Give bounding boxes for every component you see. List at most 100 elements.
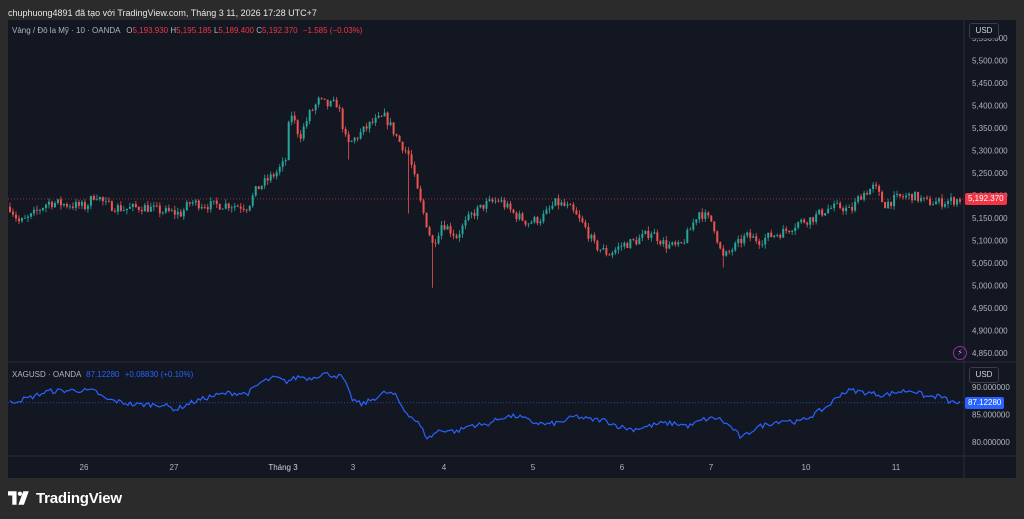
- candle-body[interactable]: [155, 205, 158, 207]
- candle-body[interactable]: [71, 206, 74, 208]
- candle-body[interactable]: [305, 121, 308, 127]
- candle-body[interactable]: [32, 209, 35, 214]
- candle-body[interactable]: [206, 207, 209, 210]
- candle-body[interactable]: [461, 225, 464, 235]
- candle-body[interactable]: [665, 240, 668, 249]
- candle-body[interactable]: [479, 204, 482, 208]
- candle-body[interactable]: [95, 199, 98, 200]
- candle-body[interactable]: [425, 212, 428, 228]
- candle-body[interactable]: [647, 230, 650, 238]
- candle-body[interactable]: [440, 225, 443, 236]
- candle-body[interactable]: [107, 200, 110, 202]
- candle-body[interactable]: [548, 208, 551, 210]
- candle-body[interactable]: [776, 235, 779, 236]
- candle-body[interactable]: [893, 195, 896, 207]
- candle-body[interactable]: [449, 226, 452, 234]
- candle-body[interactable]: [698, 212, 701, 220]
- candle-body[interactable]: [701, 212, 704, 219]
- candle-body[interactable]: [602, 247, 605, 250]
- candle-body[interactable]: [38, 210, 41, 211]
- time-axis-tick[interactable]: 6: [620, 463, 625, 472]
- candle-body[interactable]: [641, 233, 644, 238]
- candle-body[interactable]: [53, 202, 56, 208]
- candle-body[interactable]: [311, 110, 314, 111]
- candle-body[interactable]: [386, 112, 389, 126]
- candle-body[interactable]: [77, 201, 80, 206]
- candle-body[interactable]: [9, 206, 11, 212]
- candle-body[interactable]: [398, 135, 401, 142]
- candle-body[interactable]: [272, 174, 275, 177]
- price-axis-tick[interactable]: 5,400.000: [972, 102, 1008, 111]
- candle-body[interactable]: [488, 199, 491, 201]
- candle-body[interactable]: [950, 197, 953, 201]
- candle-body[interactable]: [35, 209, 38, 211]
- candle-body[interactable]: [170, 210, 173, 211]
- candle-body[interactable]: [731, 250, 734, 252]
- candle-body[interactable]: [902, 196, 905, 198]
- candle-body[interactable]: [212, 200, 215, 202]
- candle-body[interactable]: [890, 201, 893, 207]
- candle-body[interactable]: [245, 209, 248, 211]
- candle-body[interactable]: [800, 219, 803, 223]
- candle-body[interactable]: [845, 207, 848, 212]
- candle-body[interactable]: [935, 201, 938, 205]
- candle-body[interactable]: [539, 221, 542, 224]
- candle-body[interactable]: [872, 184, 875, 189]
- candle-body[interactable]: [635, 240, 638, 245]
- candle-body[interactable]: [632, 239, 635, 241]
- candle-body[interactable]: [308, 110, 311, 122]
- candle-body[interactable]: [50, 201, 53, 208]
- sub-price-axis-tick[interactable]: 85.000000: [972, 411, 1010, 420]
- candle-body[interactable]: [266, 178, 269, 181]
- price-axis-tick[interactable]: 5,150.000: [972, 214, 1008, 223]
- candle-body[interactable]: [86, 205, 89, 210]
- candle-body[interactable]: [734, 242, 737, 251]
- candle-body[interactable]: [203, 207, 206, 208]
- candle-body[interactable]: [221, 208, 224, 210]
- candle-body[interactable]: [818, 209, 821, 215]
- candle-body[interactable]: [563, 202, 566, 206]
- candle-body[interactable]: [812, 217, 815, 222]
- candle-body[interactable]: [914, 191, 917, 201]
- candle-body[interactable]: [146, 205, 149, 212]
- candle-body[interactable]: [881, 191, 884, 203]
- candle-body[interactable]: [233, 206, 236, 208]
- candle-body[interactable]: [383, 112, 386, 117]
- candle-body[interactable]: [725, 251, 728, 256]
- candle-body[interactable]: [509, 203, 512, 210]
- candle-body[interactable]: [158, 205, 161, 214]
- candle-body[interactable]: [584, 222, 587, 227]
- candle-body[interactable]: [131, 203, 134, 207]
- candle-body[interactable]: [671, 242, 674, 245]
- candle-body[interactable]: [104, 200, 107, 202]
- candle-body[interactable]: [164, 207, 167, 213]
- time-axis-tick[interactable]: Tháng 3: [268, 463, 298, 472]
- candle-body[interactable]: [518, 213, 521, 220]
- candle-body[interactable]: [377, 115, 380, 118]
- candle-body[interactable]: [344, 128, 347, 135]
- candle-body[interactable]: [593, 234, 596, 241]
- candle-body[interactable]: [629, 239, 632, 248]
- candle-body[interactable]: [626, 243, 629, 248]
- candle-body[interactable]: [833, 203, 836, 209]
- candle-body[interactable]: [83, 201, 86, 210]
- candle-body[interactable]: [815, 214, 818, 222]
- candle-body[interactable]: [857, 196, 860, 202]
- sub-price-axis-tick[interactable]: 90.000000: [972, 383, 1010, 392]
- candle-body[interactable]: [257, 186, 260, 190]
- candle-body[interactable]: [80, 201, 83, 206]
- candle-body[interactable]: [365, 126, 368, 129]
- candle-body[interactable]: [230, 207, 233, 209]
- candle-body[interactable]: [638, 237, 641, 245]
- candle-body[interactable]: [263, 178, 266, 186]
- candle-body[interactable]: [401, 141, 404, 151]
- time-axis-tick[interactable]: 5: [531, 463, 536, 472]
- candle-body[interactable]: [830, 208, 833, 209]
- candle-body[interactable]: [860, 196, 863, 200]
- candle-body[interactable]: [191, 202, 194, 204]
- candle-body[interactable]: [458, 234, 461, 238]
- candle-body[interactable]: [590, 234, 593, 239]
- candle-body[interactable]: [668, 244, 671, 249]
- candle-body[interactable]: [290, 115, 293, 123]
- candle-body[interactable]: [362, 126, 365, 133]
